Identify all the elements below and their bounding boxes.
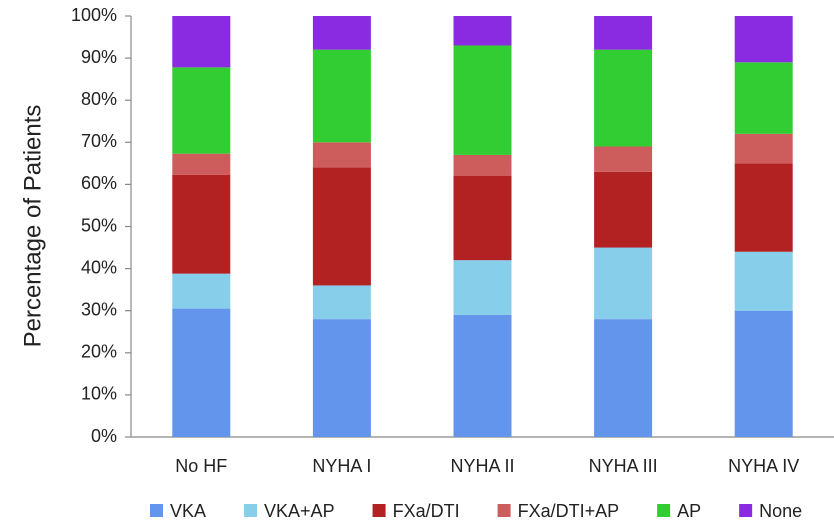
- bar-segment: [594, 16, 653, 50]
- bar-segment: [312, 285, 371, 320]
- y-tick-label: 0%: [91, 426, 117, 446]
- bar-segment: [734, 163, 793, 252]
- legend-swatch: [739, 504, 753, 517]
- bar-segment: [594, 146, 653, 172]
- bar-segment: [172, 67, 231, 154]
- bar-segment: [312, 167, 371, 286]
- bar-segment: [312, 16, 371, 50]
- x-tick-label: No HF: [175, 456, 227, 476]
- x-tick-label: NYHA III: [589, 456, 658, 476]
- bar-segment: [453, 154, 512, 176]
- bar-segment: [453, 175, 512, 261]
- y-tick-label: 60%: [81, 173, 117, 193]
- y-axis-label: Percentage of Patients: [19, 105, 46, 348]
- bar-segment: [734, 133, 793, 164]
- legend-label: None: [759, 501, 802, 521]
- bar-segment: [453, 260, 512, 315]
- bar-segment: [312, 319, 371, 437]
- x-tick-label: NYHA II: [450, 456, 514, 476]
- bar-segment: [734, 251, 793, 311]
- bar-segment: [594, 319, 653, 437]
- y-tick-label: 100%: [71, 5, 117, 25]
- bar-segment: [453, 16, 512, 46]
- y-tick-label: 20%: [81, 342, 117, 362]
- y-tick-label: 90%: [81, 47, 117, 67]
- legend-swatch: [657, 504, 671, 517]
- y-tick-label: 30%: [81, 299, 117, 319]
- bar-segment: [172, 308, 231, 437]
- bar-segment: [312, 142, 371, 168]
- bar-segment: [594, 247, 653, 320]
- bar-segment: [453, 45, 512, 155]
- y-tick-label: 70%: [81, 131, 117, 151]
- bar-segment: [172, 153, 231, 175]
- bar-segment: [734, 62, 793, 134]
- legend-label: FXa/DTI: [393, 501, 460, 521]
- legend-swatch: [150, 504, 163, 517]
- legend-label: VKA: [170, 501, 206, 521]
- y-tick-label: 80%: [81, 89, 117, 109]
- legend-label: FXa/DTI+AP: [518, 501, 620, 521]
- bar-segment: [172, 273, 231, 309]
- x-tick-label: NYHA IV: [728, 456, 799, 476]
- x-tick-label: NYHA I: [312, 456, 371, 476]
- bar-segment: [172, 174, 231, 274]
- y-tick-label: 10%: [81, 384, 117, 404]
- legend-label: VKA+AP: [264, 501, 335, 521]
- bar-segment: [734, 16, 793, 63]
- bar-segment: [594, 171, 653, 248]
- bar-segment: [172, 16, 231, 68]
- legend-swatch: [497, 504, 511, 517]
- legend-swatch: [372, 504, 386, 517]
- bar-segment: [594, 49, 653, 147]
- bar-segment: [453, 314, 512, 437]
- bar-segment: [734, 310, 793, 437]
- bar-segment: [312, 49, 371, 143]
- legend-label: AP: [677, 501, 701, 521]
- y-tick-label: 40%: [81, 257, 117, 277]
- y-tick-label: 50%: [81, 215, 117, 235]
- legend-swatch: [244, 504, 258, 517]
